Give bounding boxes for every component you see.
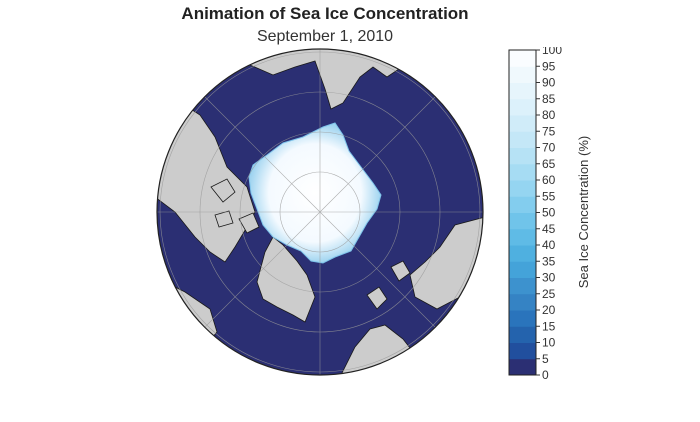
colorbar-tick-label: 60: [542, 173, 556, 187]
colorbar-tick-label: 95: [542, 59, 556, 73]
colorbar-block: [509, 212, 536, 230]
colorbar-block: [509, 131, 536, 148]
colorbar: 0 5 10 15 20 25 30 35 40 45 50 55 60 65 70 75 80 85 90 95 10…: [508, 47, 591, 382]
polar-map: [156, 48, 484, 376]
colorbar-block: [509, 50, 536, 67]
colorbar-tick-label: 65: [542, 157, 556, 171]
colorbar-block: [509, 98, 536, 116]
colorbar-tick-label: 40: [542, 238, 556, 252]
colorbar-block: [509, 245, 536, 262]
colorbar-tick-label: 70: [542, 141, 556, 155]
colorbar-tick-label: 90: [542, 76, 556, 90]
colorbar-block: [509, 180, 536, 197]
colorbar-block: [509, 261, 536, 278]
colorbar-tick-label: 85: [542, 92, 556, 106]
colorbar-tick-label: 15: [542, 319, 556, 333]
map-border: [156, 48, 484, 376]
colorbar-blocks: [509, 50, 536, 376]
sea-ice-extent: [248, 122, 382, 264]
colorbar-block: [509, 228, 536, 246]
colorbar-block: [509, 196, 536, 213]
colorbar-block: [509, 115, 536, 132]
colorbar-block: [509, 66, 536, 83]
colorbar-block: [509, 293, 536, 311]
map-title: Animation of Sea Ice Concentration: [181, 4, 469, 23]
colorbar-tick-label: 35: [542, 254, 556, 268]
colorbar-ticks: 0 5 10 15 20 25 30 35 40 45 50 55 60 65 70 75 80 85 90 95 10…: [536, 47, 562, 382]
colorbar-block: [509, 342, 536, 360]
colorbar-tick-label: 20: [542, 303, 556, 317]
colorbar-block: [509, 310, 536, 327]
map-subtitle: September 1, 2010: [256, 28, 394, 45]
colorbar-tick-label: 45: [542, 222, 556, 236]
colorbar-block: [509, 147, 536, 165]
colorbar-title: Sea Ice Concentration (%): [576, 136, 591, 288]
colorbar-tick-label: 100: [542, 47, 562, 57]
colorbar-tick-label: 30: [542, 271, 556, 285]
colorbar-block: [509, 326, 536, 343]
colorbar-block: [509, 163, 536, 181]
colorbar-tick-label: 25: [542, 287, 556, 301]
colorbar-tick-label: 55: [542, 189, 556, 203]
colorbar-block: [509, 82, 536, 100]
colorbar-block: [509, 358, 536, 376]
colorbar-tick-label: 50: [542, 206, 556, 220]
colorbar-tick-label: 10: [542, 336, 556, 350]
graticule: [157, 49, 483, 375]
colorbar-tick-label: 75: [542, 124, 556, 138]
colorbar-tick-label: 0: [542, 368, 549, 382]
colorbar-tick-label: 80: [542, 108, 556, 122]
colorbar-tick-label: 5: [542, 352, 549, 366]
colorbar-block: [509, 277, 536, 295]
